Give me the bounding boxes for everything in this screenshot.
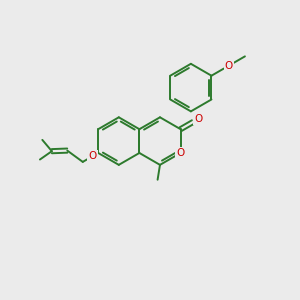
Text: O: O (225, 61, 233, 70)
Text: O: O (176, 148, 185, 158)
Text: O: O (194, 114, 203, 124)
Text: O: O (88, 151, 97, 161)
